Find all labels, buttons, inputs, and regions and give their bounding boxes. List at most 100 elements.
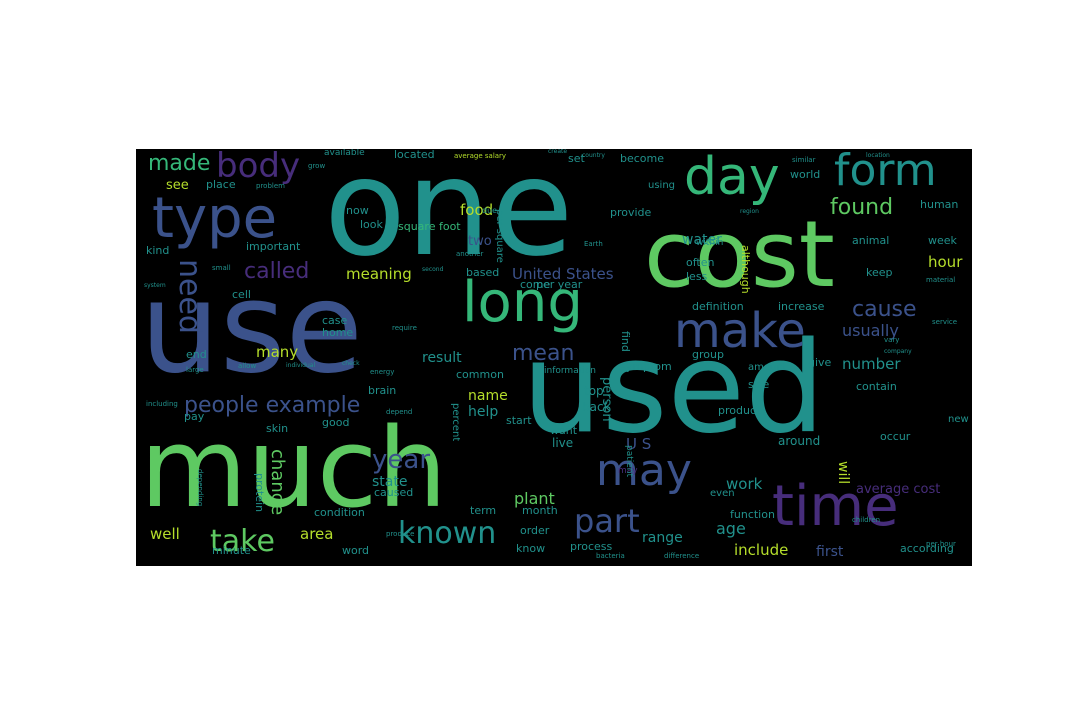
word-place: place: [206, 178, 236, 191]
word-make: make: [674, 303, 806, 359]
word-order: order: [520, 524, 550, 537]
word-start: start: [506, 414, 532, 427]
word-according: according: [900, 542, 954, 555]
word-people-example: people example: [184, 393, 361, 418]
word-located: located: [394, 149, 435, 161]
word-individual: individual: [286, 362, 316, 369]
word-type: type: [152, 186, 278, 251]
word-occur: occur: [880, 430, 911, 443]
word-process: process: [570, 540, 613, 553]
word-live: live: [552, 436, 574, 450]
word-grow: grow: [308, 162, 326, 170]
word-require: require: [392, 324, 417, 332]
word-due: due: [482, 206, 498, 215]
word-location: location: [866, 152, 890, 159]
word-although: although: [739, 245, 752, 294]
word-long: long: [462, 270, 583, 335]
word-earth: Earth: [584, 240, 603, 248]
word-depend: depend: [386, 408, 413, 416]
word-area: area: [300, 525, 334, 543]
word-give: give: [808, 356, 832, 369]
word-skin: skin: [266, 422, 289, 435]
word-even: even: [710, 488, 735, 499]
word-cloud: one use used much cost time type long ma…: [136, 149, 972, 566]
word-see: see: [166, 178, 189, 193]
word-available: available: [324, 149, 365, 158]
word-range: range: [642, 530, 683, 546]
word-protein: protein: [253, 473, 266, 513]
word-take: take: [210, 524, 275, 559]
word-per-hour: per hour: [926, 540, 956, 548]
word-found: found: [830, 195, 894, 220]
word-brain: brain: [368, 384, 397, 397]
word-condition: condition: [314, 506, 365, 519]
word-animal: animal: [852, 234, 890, 247]
word-vary: vary: [884, 336, 900, 344]
word-using: using: [648, 180, 676, 191]
word-large: large: [186, 366, 204, 374]
word-cell: cell: [232, 288, 251, 301]
word-water: water: [682, 232, 722, 248]
word-look: look: [360, 218, 383, 231]
word-energy: energy: [370, 368, 395, 376]
word-allow: allow: [238, 362, 257, 370]
word-include: include: [734, 541, 789, 559]
word-form: form: [834, 149, 937, 196]
word-one: one: [324, 149, 574, 286]
word-come: come: [520, 278, 551, 291]
word-want: want: [550, 424, 578, 437]
word-term: term: [470, 504, 497, 517]
word-cost: cost: [644, 201, 835, 308]
word-size: size: [748, 378, 770, 391]
word-including: including: [146, 400, 178, 408]
word-function: function: [730, 508, 775, 521]
word-change: change: [267, 449, 288, 516]
word-average-salary: average salary: [454, 152, 507, 160]
word-help: help: [468, 404, 499, 420]
word-per-year: per year: [536, 278, 583, 291]
word-may-small: may: [618, 466, 638, 476]
word-around: around: [778, 434, 821, 448]
word-time: time: [772, 474, 899, 539]
word-company: company: [884, 348, 912, 355]
word-within: within: [696, 238, 724, 248]
word-person: person: [599, 377, 614, 422]
word-percent: percent: [450, 403, 461, 442]
word-mean: mean: [512, 341, 575, 366]
word-contain: contain: [856, 380, 897, 393]
word-country: country: [582, 152, 605, 159]
word-need: need: [172, 259, 207, 334]
word-human: human: [920, 198, 959, 211]
word-may: may: [596, 445, 692, 496]
word-week: week: [928, 234, 957, 247]
word-known: known: [398, 516, 497, 551]
word-bacteria: bacteria: [596, 552, 625, 560]
word-amount: amount: [748, 362, 787, 373]
word-based: based: [466, 266, 500, 279]
word-increase: increase: [778, 300, 825, 313]
word-provide: provide: [610, 206, 652, 219]
word-top: top: [584, 384, 604, 398]
word-made: made: [148, 151, 211, 176]
word-group: group: [692, 348, 724, 361]
word-square-foot: square foot: [398, 220, 461, 233]
word-first: first: [816, 544, 844, 560]
word-region: region: [740, 208, 759, 215]
word-day: day: [684, 149, 780, 207]
word-definition: definition: [692, 300, 744, 313]
word-part: part: [574, 502, 640, 540]
word-work: work: [726, 475, 763, 493]
word-body: body: [216, 149, 301, 186]
word-home: home: [322, 326, 354, 339]
word-information: information: [544, 366, 596, 376]
word-patient: patient: [624, 445, 634, 478]
word-use: use: [140, 254, 364, 401]
word-symptom: symptom: [620, 360, 672, 373]
word-plant: plant: [514, 489, 555, 508]
word-small: small: [212, 264, 231, 272]
word-meaning: meaning: [346, 265, 412, 283]
word-cause: cause: [852, 297, 917, 322]
word-called: called: [244, 259, 310, 284]
word-usually: usually: [842, 321, 899, 340]
word-food: food: [460, 201, 494, 219]
